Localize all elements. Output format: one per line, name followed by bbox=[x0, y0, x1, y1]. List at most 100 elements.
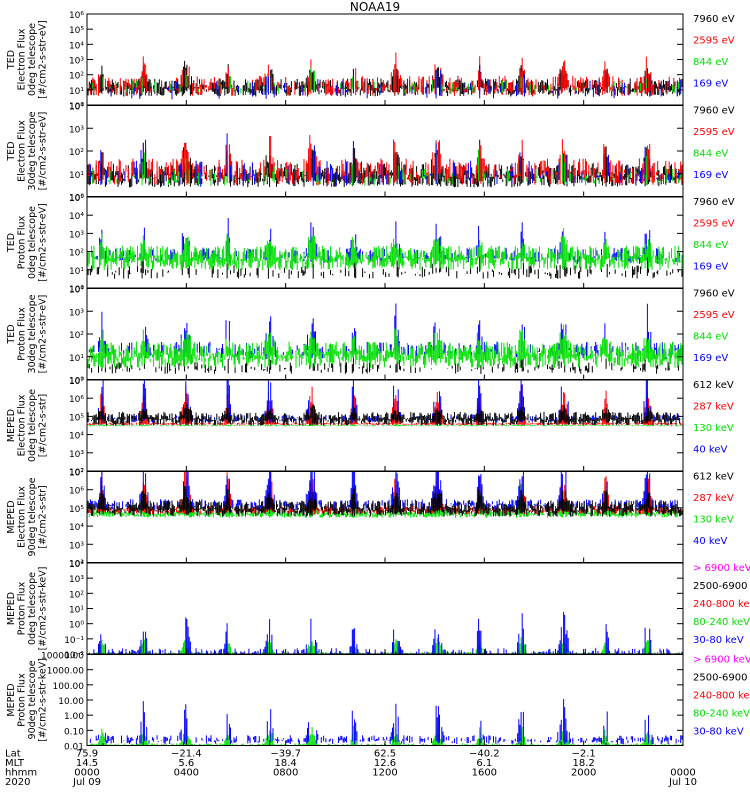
panel-1-series-blue bbox=[110, 65, 682, 100]
panel-7-series-blue bbox=[88, 611, 683, 654]
legend-entry: 80-240 keV bbox=[693, 709, 750, 720]
y-tick-label: 10⁵ bbox=[69, 194, 84, 204]
y-axis-label-line: TED bbox=[6, 324, 17, 344]
legend-entry: 2595 eV bbox=[693, 310, 735, 321]
panel-6: 10² 10³ 10⁴ 10⁵ 10⁶ 10⁷ MEPEDElectron Flux90de… bbox=[6, 469, 734, 570]
y-tick-label: 10⁰ bbox=[69, 285, 84, 295]
y-axis-label-line: 30deg telescope bbox=[27, 294, 38, 373]
panel-5-series-blue bbox=[86, 380, 684, 423]
x-tick-label: 0800 bbox=[273, 768, 298, 779]
panel-1: 10⁰ 10¹ 10² 10³ 10⁴ 10⁵ 10⁶ TEDElectron Flux0de… bbox=[6, 11, 735, 112]
y-tick-label: 10⁶ bbox=[69, 395, 84, 405]
x-tick-label: −21.4 bbox=[171, 749, 202, 760]
y-tick-label: 10² bbox=[69, 249, 84, 259]
x-tick-label: 2000 bbox=[571, 768, 596, 779]
panel-frame bbox=[86, 196, 684, 289]
legend-entry: 7960 eV bbox=[693, 289, 735, 300]
panel-5-series-black bbox=[86, 403, 684, 426]
y-tick-label: 10¹ bbox=[69, 606, 84, 616]
y-tick-label: 10¹ bbox=[69, 171, 84, 181]
y-axis-label-line: MEPED bbox=[6, 409, 17, 442]
y-axis-label-line: Electron Flux bbox=[17, 28, 28, 90]
x-tick-label: 0000 bbox=[670, 768, 695, 779]
legend-entry: 287 keV bbox=[693, 402, 734, 413]
panel-2: 10⁰ 10¹ 10² 10³ 10⁴ TEDElectron Flux30deg tel… bbox=[6, 103, 735, 204]
y-axis-label-line: [#/cm2-s-str-keV] bbox=[38, 567, 49, 651]
y-tick-label: 10³ bbox=[69, 541, 84, 551]
legend-entry: 7960 eV bbox=[693, 14, 735, 25]
y-axis-label-line: 90deg telescope bbox=[27, 660, 38, 739]
y-axis-label-line: 0deg telescope bbox=[27, 389, 38, 462]
panel-5: 10² 10³ 10⁴ 10⁵ 10⁶ 10⁷ MEPEDElectron Flux0deg… bbox=[6, 377, 734, 478]
y-tick-label: 10⁰ bbox=[69, 194, 84, 204]
panel-3-series-black bbox=[87, 255, 683, 279]
y-tick-label: 10⁴ bbox=[69, 560, 84, 570]
panel-7: 10⁻² 10⁻¹ 10⁰ 10¹ 10² 10³ 10⁴ MEPEDProton Flux0… bbox=[6, 560, 750, 661]
y-axis-label-line: TED bbox=[6, 50, 17, 70]
legend-entry: 7960 eV bbox=[693, 106, 735, 117]
legend-entry: 40 keV bbox=[693, 445, 727, 456]
y-axis-label: MEPEDElectron Flux0deg telescope[#/cm2-s… bbox=[6, 389, 49, 462]
y-axis-label: TEDProton Flux30deg telescope[#/cm2-s-st… bbox=[6, 294, 49, 373]
legend-entry: 169 eV bbox=[693, 262, 728, 273]
y-tick-label: 10⁵ bbox=[69, 26, 84, 36]
legend-entry: 130 keV bbox=[693, 515, 734, 526]
legend-entry: 2595 eV bbox=[693, 127, 735, 138]
page-title: NOAA19 bbox=[349, 0, 401, 14]
x-tick-label: 0000 bbox=[74, 768, 99, 779]
y-axis-label-line: Electron Flux bbox=[17, 394, 28, 456]
y-tick-label: 10⁴ bbox=[69, 103, 84, 113]
y-axis-label-line: TED bbox=[6, 233, 17, 253]
y-axis-label: MEPEDProton Flux0deg telescope[#/cm2-s-s… bbox=[6, 567, 49, 651]
panel-4: 10⁰ 10¹ 10² 10³ 10⁴ TEDProton Flux30deg teles… bbox=[6, 286, 735, 387]
legend-entry: 2595 eV bbox=[693, 219, 735, 230]
y-tick-label: 10⁶ bbox=[69, 487, 84, 497]
panel-frame bbox=[86, 471, 684, 563]
panel-legend: 7960 eV 2595 eV 844 eV 169 eV bbox=[693, 289, 735, 365]
y-tick-label: 10⁷ bbox=[69, 469, 84, 479]
legend-entry: 240-800 keV bbox=[693, 691, 750, 702]
legend-entry: 169 eV bbox=[693, 170, 728, 181]
x-tick-label: −2.1 bbox=[572, 749, 596, 760]
panel-legend: > 6900 keV 2500-6900 240-800 keV 80-240 keV… bbox=[693, 655, 750, 738]
y-tick-label: 10² bbox=[69, 148, 84, 158]
y-axis-label-line: [#/cm2-s-str-eV] bbox=[38, 20, 49, 99]
y-tick-label: 10.00 bbox=[58, 697, 84, 707]
panel-frame bbox=[86, 654, 684, 746]
y-axis-label: TEDElectron Flux0deg telescope[#/cm2-s-s… bbox=[6, 20, 49, 99]
y-axis-label-line: [#/cm2-s-str-eV] bbox=[38, 295, 49, 374]
legend-entry: 844 eV bbox=[693, 332, 728, 343]
x-tick-label: 0400 bbox=[174, 768, 199, 779]
y-tick-label: 10³ bbox=[69, 57, 84, 67]
y-tick-label: 10² bbox=[69, 72, 84, 82]
panel-legend: 612 keV 287 keV 130 keV 40 keV bbox=[693, 380, 734, 456]
y-tick-label: 10⁷ bbox=[69, 377, 84, 387]
y-axis-label-line: [#/cm2-s-str] bbox=[38, 485, 49, 548]
y-tick-label: 10² bbox=[69, 468, 84, 478]
y-tick-label: 10¹ bbox=[69, 267, 84, 277]
y-tick-label: 10³ bbox=[69, 230, 84, 240]
y-axis-label-line: MEPED bbox=[6, 500, 17, 533]
y-axis-label-line: MEPED bbox=[6, 592, 17, 625]
x-tick-label: 62.5 bbox=[374, 749, 396, 760]
y-axis-label-line: 0deg telescope bbox=[27, 572, 38, 645]
x-tick-label: 5.6 bbox=[178, 758, 194, 769]
y-axis-label-line: Electron Flux bbox=[17, 486, 28, 548]
panel-frame bbox=[86, 288, 684, 380]
x-row-label: hhmm bbox=[5, 768, 37, 779]
panel-legend: 7960 eV 2595 eV 844 eV 169 eV bbox=[693, 14, 735, 90]
y-tick-label: 10⁴ bbox=[69, 523, 84, 533]
y-axis-label-line: Proton Flux bbox=[17, 581, 28, 635]
y-tick-label: 10⁴ bbox=[69, 212, 84, 222]
x-tick-label: 18.2 bbox=[573, 758, 595, 769]
legend-entry: 844 eV bbox=[693, 149, 728, 160]
x-tick-label: Jul 09 bbox=[72, 777, 101, 788]
y-tick-label: 10² bbox=[69, 590, 84, 600]
legend-entry: 30-80 keV bbox=[693, 635, 744, 646]
y-tick-label: 10⁵ bbox=[69, 505, 84, 515]
legend-entry: 80-240 keV bbox=[693, 617, 750, 628]
y-axis-label: TEDProton Flux0deg telescope[#/cm2-s-str… bbox=[6, 203, 49, 282]
y-axis-label: MEPEDProton Flux90deg telescope[#/cm2-s-… bbox=[6, 658, 49, 742]
